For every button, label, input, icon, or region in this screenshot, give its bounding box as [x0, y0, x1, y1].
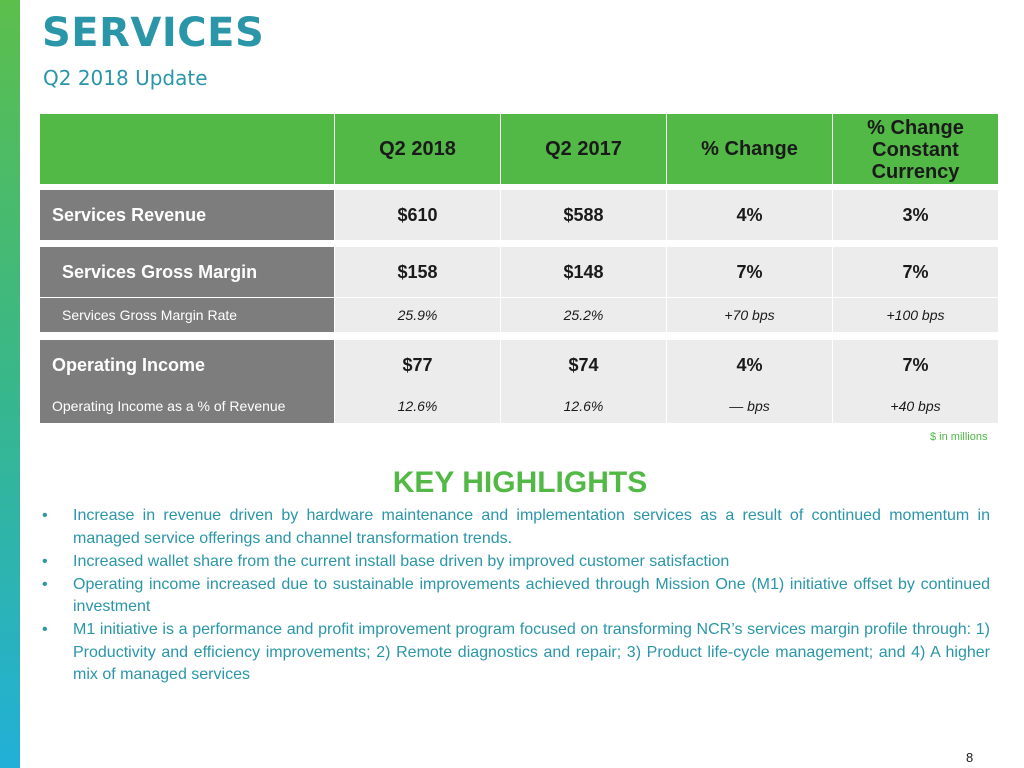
header-blank-cell	[40, 114, 334, 184]
highlights-list: • Increase in revenue driven by hardware …	[42, 505, 990, 687]
table-row: Operating Income as a % of Revenue 12.6%…	[40, 389, 998, 423]
cell-q2-2017: $148	[500, 247, 666, 297]
cell-q2-2018: $158	[334, 247, 500, 297]
bullet-icon: •	[42, 575, 48, 593]
table-row: Operating Income $77 $74 4% 7%	[40, 340, 998, 390]
table-footnote: $ in millions	[930, 431, 988, 443]
row-label: Services Gross Margin	[40, 247, 334, 297]
cell-cc-change: +40 bps	[832, 389, 998, 423]
cc-header-line-3: Currency	[871, 161, 960, 183]
column-header-cc-change: % Change Constant Currency	[832, 114, 998, 184]
page-subtitle: Q2 2018 Update	[43, 66, 208, 90]
column-header-pct-change: % Change	[666, 114, 832, 184]
bullet-icon: •	[42, 552, 48, 570]
bullet-text: M1 initiative is a performance and profi…	[73, 621, 990, 683]
cell-pct-change: 4%	[666, 340, 832, 390]
cell-q2-2017: 12.6%	[500, 389, 666, 423]
row-label: Operating Income as a % of Revenue	[40, 389, 334, 423]
list-item: • Increased wallet share from the current…	[42, 551, 990, 574]
cell-pct-change: 4%	[666, 190, 832, 240]
column-header-q2-2018: Q2 2018	[334, 114, 500, 184]
cell-q2-2018: $77	[334, 340, 500, 390]
bullet-text: Increase in revenue driven by hardware m…	[73, 507, 990, 547]
bullet-text: Operating income increased due to sustai…	[73, 575, 990, 616]
table-row: Services Revenue $610 $588 4% 3%	[40, 190, 998, 240]
bullet-icon: •	[42, 507, 48, 524]
row-label: Services Revenue	[40, 190, 334, 240]
table-row: Services Gross Margin $158 $148 7% 7%	[40, 247, 998, 297]
cell-cc-change: 7%	[832, 340, 998, 390]
cell-cc-change: 3%	[832, 190, 998, 240]
cell-q2-2018: $610	[334, 190, 500, 240]
row-label: Operating Income	[40, 340, 334, 390]
cell-pct-change: +70 bps	[666, 298, 832, 332]
cc-header-line-1: % Change	[867, 117, 964, 139]
highlights-heading: KEY HIGHLIGHTS	[392, 466, 648, 499]
list-item: • Operating income increased due to susta…	[42, 574, 990, 619]
bullet-icon: •	[42, 621, 48, 638]
cell-q2-2017: $588	[500, 190, 666, 240]
cell-cc-change: 7%	[832, 247, 998, 297]
table-header-row: Q2 2018 Q2 2017 % Change % Change Consta…	[40, 114, 998, 184]
page-title: SERVICES	[42, 10, 265, 56]
page-number: 8	[966, 750, 974, 765]
cell-pct-change: 7%	[666, 247, 832, 297]
bullet-text: Increased wallet share from the current …	[73, 552, 730, 570]
cell-q2-2017: $74	[500, 340, 666, 390]
cell-q2-2017: 25.2%	[500, 298, 666, 332]
cc-header-line-2: Constant	[872, 139, 959, 161]
cell-q2-2018: 12.6%	[334, 389, 500, 423]
list-item: • M1 initiative is a performance and prof…	[42, 619, 990, 687]
cell-q2-2018: 25.9%	[334, 298, 500, 332]
column-header-q2-2017: Q2 2017	[500, 114, 666, 184]
cell-pct-change: — bps	[666, 389, 832, 423]
accent-bar	[0, 0, 20, 768]
list-item: • Increase in revenue driven by hardware …	[42, 505, 990, 550]
cell-cc-change: +100 bps	[832, 298, 998, 332]
table-row: Services Gross Margin Rate 25.9% 25.2% +…	[40, 298, 998, 332]
row-label: Services Gross Margin Rate	[40, 298, 334, 332]
